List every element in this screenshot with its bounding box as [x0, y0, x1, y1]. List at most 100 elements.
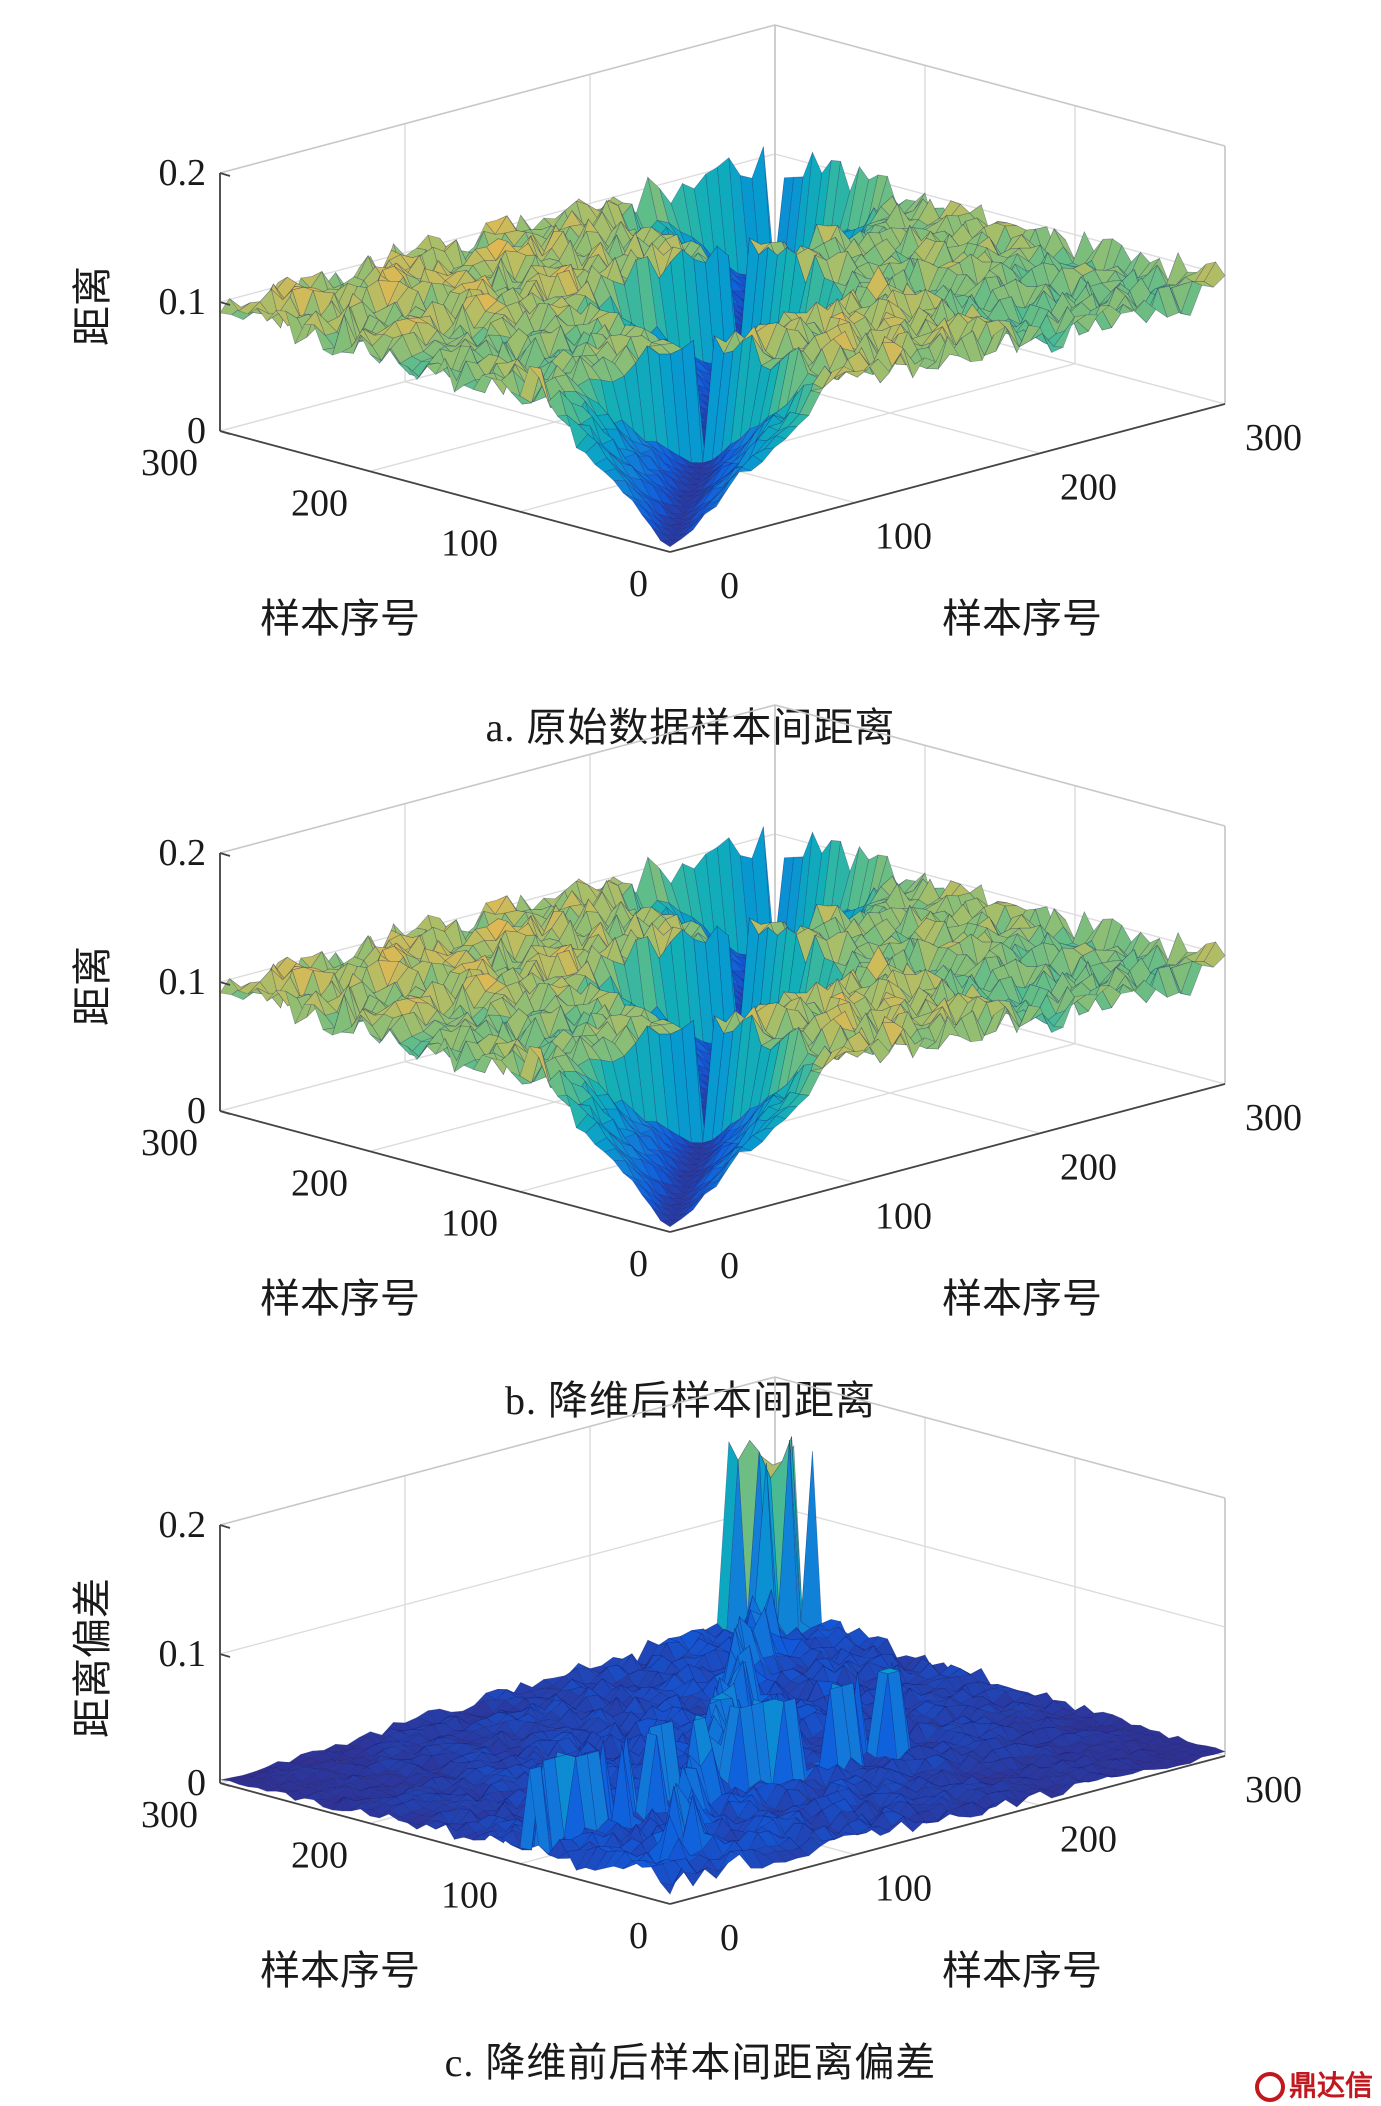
- surface-cell: [925, 336, 948, 370]
- surface-cell: [291, 966, 314, 1002]
- z-axis-title: 距离: [70, 946, 116, 1026]
- axis-line: [669, 1083, 1226, 1233]
- surface-cell: [588, 241, 611, 271]
- surface-mesh: [219, 146, 1226, 548]
- surface-cell: [752, 447, 775, 463]
- surface-cell: [937, 1015, 960, 1050]
- x-tick-label: 100: [441, 1203, 498, 1245]
- grid-line: [774, 153, 1226, 276]
- surface-cell: [925, 1016, 948, 1050]
- surface-cell: [741, 454, 764, 472]
- surface-cell: [607, 414, 630, 446]
- surface-cell: [983, 1005, 1006, 1037]
- x-tick-label: 300: [141, 1122, 198, 1164]
- surface-cell: [675, 1652, 697, 1662]
- grid-line: [774, 1505, 1226, 1628]
- surface-cell: [435, 357, 457, 381]
- surface-cell: [229, 298, 251, 312]
- surface-cell: [868, 358, 891, 384]
- surface-cell: [388, 254, 411, 275]
- surface-cell: [718, 1151, 740, 1181]
- surface-cell: [632, 500, 654, 523]
- surface-cell: [712, 1148, 735, 1169]
- surface-cell: [812, 1045, 835, 1069]
- z-tick-label: 0: [187, 410, 206, 452]
- surface-cell: [712, 468, 735, 489]
- y-tick-label: 100: [875, 1196, 932, 1238]
- surface-cell: [525, 952, 549, 982]
- grid-line: [519, 362, 1076, 513]
- x-tick-label: 0: [629, 1243, 648, 1285]
- surface-cell: [577, 1058, 600, 1085]
- surface-cell: [666, 1168, 688, 1183]
- surface-cell: [649, 1136, 672, 1158]
- surface-cell: [340, 1008, 364, 1034]
- surface-cell: [675, 468, 697, 480]
- surface-cell: [997, 999, 1020, 1028]
- surface-cell: [445, 332, 468, 347]
- surface-cell: [703, 1142, 725, 1165]
- surface-cell: [627, 478, 649, 499]
- surface-cell: [677, 462, 700, 475]
- surface-cell: [752, 1127, 775, 1143]
- surface-cell: [619, 461, 642, 481]
- surface-cell: [644, 1120, 667, 1136]
- surface-cell: [482, 1052, 504, 1075]
- surface-cell: [678, 1189, 700, 1205]
- surface-cell: [654, 483, 677, 501]
- surface-cell: [656, 1121, 678, 1144]
- surface-cell: [315, 990, 338, 1016]
- chart-panel-c: 0.2 0.1 0 300 200 100 0 0 100 200 300 距离偏差 样本序号 样本序号: [0, 1352, 1381, 2032]
- z-tick-label: 0: [187, 1090, 206, 1132]
- surface-cell: [266, 990, 289, 1007]
- surface-cell: [1041, 333, 1065, 353]
- surface-cell: [672, 1152, 695, 1166]
- surface-cell: [461, 958, 484, 980]
- surface-cell: [833, 366, 856, 379]
- surface-cell: [654, 1163, 677, 1181]
- surface-cell: [997, 927, 1021, 939]
- surface-cell: [282, 966, 304, 981]
- surface-cell: [332, 993, 354, 1036]
- surface-cell: [229, 978, 251, 992]
- surface-cell: [1099, 305, 1122, 329]
- surface-cell: [647, 468, 670, 486]
- surface-cell: [696, 468, 718, 480]
- grid-line: [219, 24, 776, 174]
- surface-cell: [1175, 951, 1198, 966]
- surface-cell: [651, 526, 674, 542]
- surface-cell: [522, 1063, 544, 1085]
- surface-cell: [706, 1168, 729, 1191]
- surface-cell: [622, 1172, 645, 1189]
- surface-cell: [591, 1036, 613, 1063]
- surface-cell: [781, 1436, 804, 1628]
- surface-cell: [381, 334, 404, 361]
- axis-line: [219, 981, 231, 986]
- surface-cell: [524, 279, 546, 306]
- surface-cell: [612, 1055, 634, 1112]
- surface-cell: [1175, 271, 1198, 286]
- surface-cell: [837, 1001, 860, 1032]
- surface-cell: [1024, 963, 1047, 989]
- axis-lines: [219, 172, 1226, 553]
- grid-line: [774, 24, 1226, 147]
- z-tick-label: 0.2: [159, 832, 207, 874]
- surface-cell: [644, 440, 667, 456]
- axis-line: [219, 852, 231, 857]
- surface-cell: [672, 472, 695, 486]
- surface-cell: [730, 1014, 753, 1125]
- surface-cell: [577, 378, 600, 405]
- surface-cell: [880, 1033, 902, 1064]
- grid-line: [774, 833, 1226, 956]
- surface-cell: [833, 1046, 856, 1059]
- surface-cell: [596, 199, 619, 219]
- y-tick-label: 200: [1060, 466, 1117, 508]
- surface-cell: [706, 488, 729, 511]
- surface-cell: [612, 375, 634, 432]
- surface-cell: [763, 1115, 787, 1130]
- surface-cell: [777, 1091, 800, 1112]
- x-tick-label: 300: [141, 442, 198, 484]
- x-tick-label: 100: [441, 523, 498, 565]
- surface-cell: [763, 435, 787, 450]
- surface-cell: [622, 492, 645, 509]
